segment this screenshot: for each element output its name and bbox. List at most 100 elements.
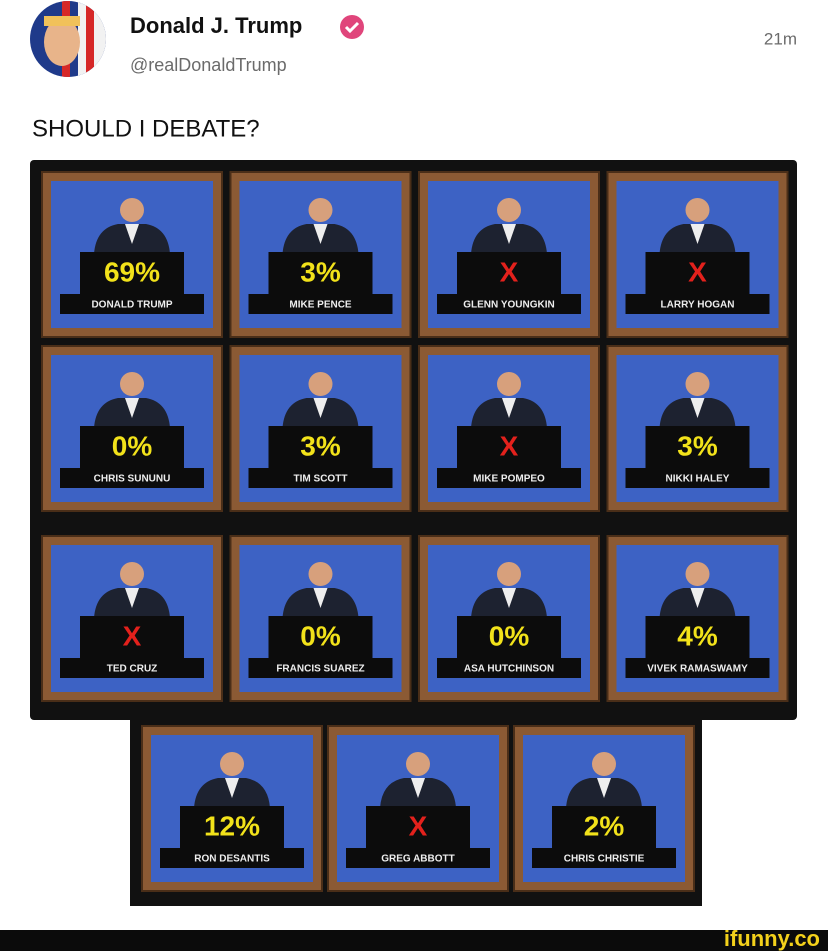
tile: 2% CHRIS CHRISTIE bbox=[513, 725, 695, 892]
result: 3% bbox=[300, 430, 341, 461]
result: 3% bbox=[677, 430, 718, 461]
candidate-shirt bbox=[125, 224, 139, 244]
candidate-head bbox=[308, 562, 333, 586]
candidate-name: TED CRUZ bbox=[107, 664, 158, 675]
candidate-name: DONALD TRUMP bbox=[91, 300, 172, 311]
result: X bbox=[500, 430, 519, 461]
nameplate bbox=[625, 658, 770, 678]
avatar[interactable] bbox=[30, 1, 106, 77]
candidate-shirt bbox=[690, 398, 705, 418]
result: 3% bbox=[300, 256, 341, 287]
candidate-shirt bbox=[313, 398, 328, 418]
result: 69% bbox=[104, 256, 160, 287]
candidate-head bbox=[497, 372, 521, 396]
podium bbox=[645, 616, 750, 658]
result: 0% bbox=[489, 620, 530, 651]
author-name[interactable]: Donald J. Trump bbox=[130, 13, 302, 38]
podium bbox=[180, 806, 284, 848]
tile: 3% NIKKI HALEY bbox=[606, 345, 789, 512]
podium bbox=[645, 426, 750, 468]
tile: 0% ASA HUTCHINSON bbox=[418, 535, 600, 702]
footer-bar bbox=[0, 930, 828, 951]
candidate-head bbox=[406, 752, 430, 776]
candidate-shirt bbox=[225, 778, 239, 798]
candidate-name: VIVEK RAMASWAMY bbox=[647, 664, 748, 675]
nameplate bbox=[532, 848, 676, 868]
result: 0% bbox=[112, 430, 153, 461]
candidate-head bbox=[685, 562, 710, 586]
candidate-name: MIKE POMPEO bbox=[473, 474, 545, 485]
result: X bbox=[409, 810, 428, 841]
author-handle[interactable]: @realDonaldTrump bbox=[130, 55, 287, 75]
nameplate bbox=[248, 658, 393, 678]
podium bbox=[366, 806, 470, 848]
nameplate bbox=[60, 294, 204, 314]
watermark: ifunny.co bbox=[724, 926, 820, 951]
candidate-shirt bbox=[502, 224, 516, 244]
candidate-head bbox=[685, 198, 710, 222]
podium bbox=[457, 252, 561, 294]
podium bbox=[268, 426, 373, 468]
tile: 4% VIVEK RAMASWAMY bbox=[606, 535, 789, 702]
nameplate bbox=[248, 468, 393, 488]
post-time: 21m bbox=[764, 29, 797, 48]
candidate-head bbox=[120, 562, 144, 586]
candidate-shirt bbox=[313, 588, 328, 608]
tile: 12% RON DESANTIS bbox=[141, 725, 323, 892]
tile: 3% TIM SCOTT bbox=[229, 345, 412, 512]
candidate-head bbox=[120, 372, 144, 396]
result: X bbox=[688, 256, 707, 287]
candidate-shirt bbox=[125, 588, 139, 608]
nameplate bbox=[437, 658, 581, 678]
candidate-shirt bbox=[690, 224, 705, 244]
candidate-name: GREG ABBOTT bbox=[381, 854, 455, 865]
nameplate bbox=[625, 468, 770, 488]
candidate-name: NIKKI HALEY bbox=[666, 474, 730, 485]
tile: X GREG ABBOTT bbox=[327, 725, 509, 892]
candidate-name: CHRIS SUNUNU bbox=[94, 474, 171, 485]
post-text: SHOULD I DEBATE? bbox=[32, 115, 260, 142]
tile: 0% FRANCIS SUAREZ bbox=[229, 535, 412, 702]
candidate-shirt bbox=[313, 224, 328, 244]
candidate-head bbox=[308, 372, 333, 396]
candidate-name: LARRY HOGAN bbox=[661, 300, 735, 311]
tile: 69% DONALD TRUMP bbox=[41, 171, 223, 338]
nameplate bbox=[248, 294, 393, 314]
result: 4% bbox=[677, 620, 718, 651]
candidate-head bbox=[220, 752, 244, 776]
candidate-head bbox=[497, 562, 521, 586]
nameplate bbox=[437, 294, 581, 314]
podium bbox=[645, 252, 750, 294]
tile: X LARRY HOGAN bbox=[606, 171, 789, 338]
candidate-shirt bbox=[411, 778, 425, 798]
tile: 3% MIKE PENCE bbox=[229, 171, 412, 338]
podium bbox=[457, 426, 561, 468]
candidate-head bbox=[308, 198, 333, 222]
candidate-name: ASA HUTCHINSON bbox=[464, 664, 554, 675]
nameplate bbox=[160, 848, 304, 868]
result: X bbox=[500, 256, 519, 287]
candidate-shirt bbox=[125, 398, 139, 418]
tile: X TED CRUZ bbox=[41, 535, 223, 702]
nameplate bbox=[346, 848, 490, 868]
podium bbox=[80, 616, 184, 658]
candidate-shirt bbox=[597, 778, 611, 798]
tile: 0% CHRIS SUNUNU bbox=[41, 345, 223, 512]
result: X bbox=[123, 620, 142, 651]
candidate-shirt bbox=[502, 398, 516, 418]
tile: X GLENN YOUNGKIN bbox=[418, 171, 600, 338]
nameplate bbox=[625, 294, 770, 314]
podium bbox=[457, 616, 561, 658]
podium bbox=[80, 426, 184, 468]
candidate-name: FRANCIS SUAREZ bbox=[276, 664, 364, 675]
nameplate bbox=[437, 468, 581, 488]
candidate-head bbox=[592, 752, 616, 776]
candidate-shirt bbox=[690, 588, 705, 608]
candidate-head bbox=[497, 198, 521, 222]
result: 12% bbox=[204, 810, 260, 841]
podium bbox=[80, 252, 184, 294]
nameplate bbox=[60, 658, 204, 678]
candidate-head bbox=[120, 198, 144, 222]
tile: X MIKE POMPEO bbox=[418, 345, 600, 512]
